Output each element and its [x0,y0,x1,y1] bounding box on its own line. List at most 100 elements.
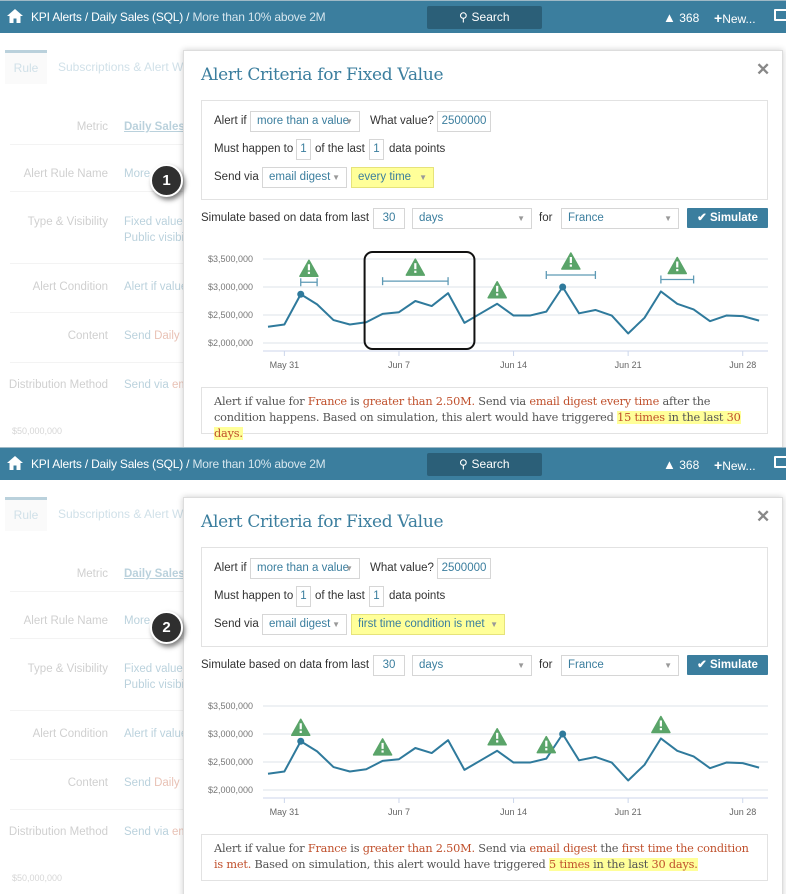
alert-trigger-icon-dot [299,730,302,733]
tab-subscriptions[interactable]: Subscriptions & Alert Wo [58,507,190,521]
send-via-select[interactable]: email digest ▼ [262,614,347,635]
field-label: Alert Condition [32,728,108,740]
tab-rule[interactable]: Rule [5,497,47,531]
modal-title: Alert Criteria for Fixed Value [201,65,444,85]
row-divider [10,710,190,711]
field-value-text: Send [124,330,155,342]
close-icon[interactable]: ✕ [756,507,771,526]
field-value-text: Daily Sales [124,121,185,133]
alert-if-value: more than a value [257,562,350,574]
new-button[interactable]: +New... [714,10,756,26]
tab-subscriptions[interactable]: Subscriptions & Alert Wo [58,60,190,74]
breadcrumb-path[interactable]: KPI Alerts / Daily Sales (SQL) / [31,10,193,24]
of-last-input[interactable]: 1 [369,139,384,160]
summary-segment: the [597,842,622,855]
caret-down-icon: ▼ [345,564,353,573]
alert-if-select[interactable]: more than a value ▼ [250,558,360,579]
alert-trigger-icon-mark [676,261,679,268]
field-label: Type & Visibility [27,663,108,675]
folder-icon[interactable] [774,9,786,21]
value-input[interactable]: 2500000 [437,111,491,132]
caret-down-icon: ▼ [419,173,427,182]
simulate-days-input[interactable]: 30 [373,208,405,229]
field-value[interactable]: Daily Sales [124,121,185,133]
summary-segment: after the condition happens. Based on si… [214,395,711,424]
new-button[interactable]: +New... [714,457,756,473]
simulation-summary: Alert if value for France is greater tha… [201,387,768,440]
summary-segment: 5 times [548,858,590,871]
row-divider [10,144,190,145]
summary-segment: greater than 2.50M. [362,395,475,408]
simulation-chart: $3,500,000 $3,000,000 $2,500,000 $2,000,000… [208,701,768,817]
screenshot-panel-2: KPI Alerts / Daily Sales (SQL) / More th… [0,447,786,894]
country-select[interactable]: France ▼ [561,655,679,676]
data-points-label: data points [389,590,446,602]
x-tick-label: Jun 14 [500,807,527,817]
breadcrumb-path[interactable]: KPI Alerts / Daily Sales (SQL) / [31,457,193,471]
frequency-select[interactable]: first time condition is met ▼ [351,614,505,635]
folder-icon[interactable] [774,456,786,468]
x-tick-label: Jun 7 [388,807,410,817]
simulate-days-input[interactable]: 30 [373,655,405,676]
country-value: France [568,659,604,671]
alert-trigger-icon-mark [569,257,572,263]
y-tick-label: $2,500,000 [208,310,253,320]
of-last-input[interactable]: 1 [369,586,384,607]
simulate-button-label: Simulate [709,659,758,671]
field-label: Alert Rule Name [23,168,108,180]
must-happen-input[interactable]: 1 [296,139,311,160]
summary-segment: is [346,395,363,408]
simulate-label: Simulate based on data from last [201,659,370,671]
background-page: Rule Subscriptions & Alert Wo Metric Dail… [0,480,786,894]
alert-trigger-icon-dot [676,268,679,272]
field-value[interactable]: Daily Sales [124,568,185,580]
alert-trigger-icon-mark [496,285,499,292]
check-icon: ✔ [697,212,707,224]
send-via-label: Send via [214,171,259,183]
alert-if-select[interactable]: more than a value ▼ [250,111,360,132]
alerts-counter[interactable]: ▲ 368 [663,10,699,25]
must-happen-input[interactable]: 1 [296,586,311,607]
summary-segment: France [307,842,347,855]
frequency-select[interactable]: every time ▼ [351,167,434,188]
row-divider [10,263,190,264]
caret-down-icon: ▼ [517,661,525,670]
row-divider [10,362,190,363]
alert-criteria-modal: Alert Criteria for Fixed Value ✕ Alert i… [183,50,783,447]
search-button[interactable]: ⚲ Search [427,6,542,29]
field-value-text: Send via [124,826,172,838]
simulate-button[interactable]: ✔ Simulate [687,208,768,228]
close-icon[interactable]: ✕ [756,60,771,79]
row-divider [10,312,190,313]
simulate-button[interactable]: ✔ Simulate [687,655,768,675]
alert-trigger-icon-mark [414,263,417,270]
field-value-text: Send via [124,379,172,391]
field-label: Distribution Method [8,379,108,391]
field-value: More [124,168,150,180]
field-value-text: Daily Sales [124,568,185,580]
field-value: Fixed value [124,663,183,675]
frequency-value: first time condition is met [358,618,485,630]
alerts-counter[interactable]: ▲ 368 [663,457,699,472]
simulate-unit-select[interactable]: days ▼ [412,655,532,676]
send-via-select[interactable]: email digest ▼ [262,167,347,188]
criteria-box: Alert if more than a value ▼ What value? … [201,100,768,200]
field-value-text: Send [124,777,155,789]
field-label: Content [67,777,108,789]
summary-segment: first time the condition is met. [214,842,749,871]
tab-rule[interactable]: Rule [5,50,47,84]
caret-down-icon: ▼ [332,173,340,182]
home-icon[interactable] [6,455,24,471]
field-value-text: More [124,615,151,627]
home-icon[interactable] [6,8,24,24]
simulate-unit-select[interactable]: days ▼ [412,208,532,229]
alert-trigger-icon-dot [569,264,572,267]
must-happen-label: Must happen to [214,590,294,602]
summary-segment: email digest [529,842,597,855]
value-input[interactable]: 2500000 [437,558,491,579]
field-label: Metric [76,568,108,580]
breadcrumb-current: More than 10% above 2M [192,457,326,471]
country-select[interactable]: France ▼ [561,208,679,229]
summary-segment: Based on simulation, this alert would ha… [251,858,549,871]
search-button[interactable]: ⚲ Search [427,453,542,476]
